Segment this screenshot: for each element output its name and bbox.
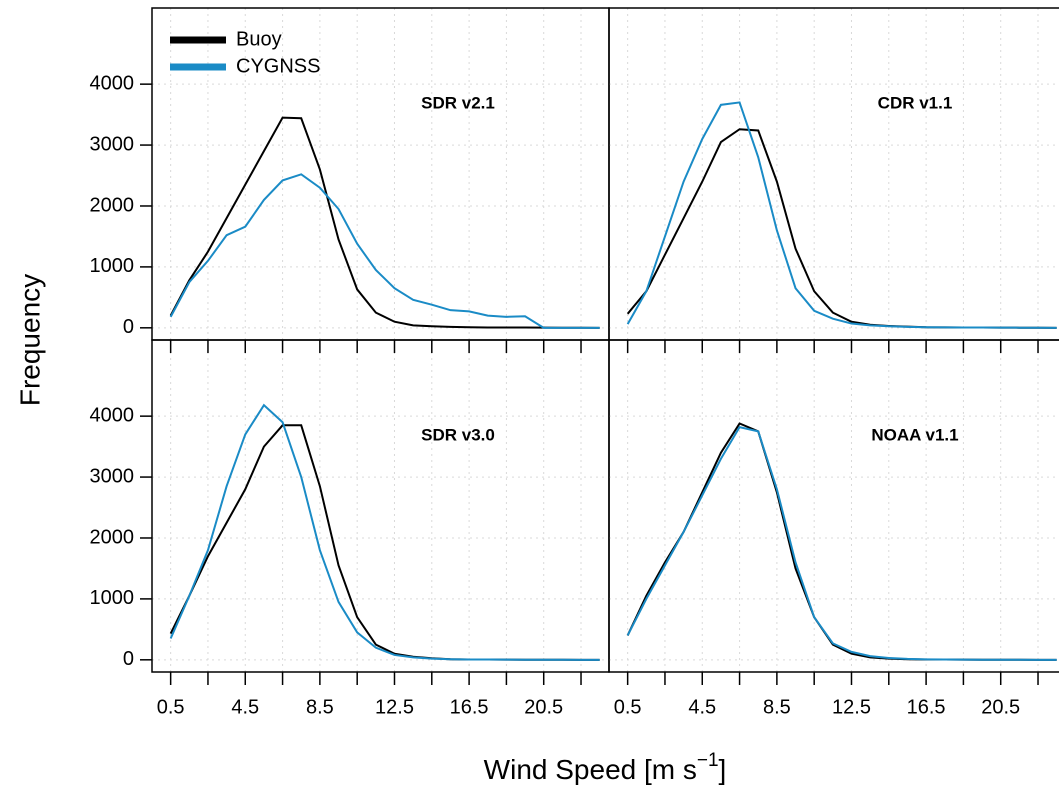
panel-border — [608, 339, 1059, 673]
y-tick-label: 1000 — [90, 255, 135, 277]
panel-label: SDR v2.1 — [421, 93, 495, 112]
x-tick-label: 0.5 — [157, 696, 185, 718]
panel-border — [151, 7, 610, 341]
x-tick-label: 20.5 — [524, 696, 563, 718]
y-tick-label: 2000 — [90, 194, 135, 216]
y-tick-label: 4000 — [90, 72, 135, 94]
x-axis-label-text: Wind Speed [m s — [484, 754, 697, 785]
x-tick-label: 20.5 — [981, 696, 1020, 718]
x-tick-label: 16.5 — [450, 696, 489, 718]
y-tick-label: 3000 — [90, 133, 135, 155]
series-line — [626, 101, 1057, 329]
series-line — [169, 173, 600, 329]
panel-label: SDR v3.0 — [421, 425, 495, 444]
x-tick-label: 4.5 — [688, 696, 716, 718]
x-tick-label: 16.5 — [907, 696, 946, 718]
panel-label: NOAA v1.1 — [871, 425, 958, 444]
panel — [609, 340, 1059, 672]
y-tick-label: 4000 — [90, 404, 135, 426]
x-axis-label: Wind Speed [m s−1] — [484, 750, 727, 785]
y-tick-label: 2000 — [90, 526, 135, 548]
y-axis-label: Frequency — [14, 274, 45, 406]
y-tick-label: 3000 — [90, 465, 135, 487]
legend-label: CYGNSS — [236, 55, 320, 77]
y-tick-label: 0 — [123, 648, 134, 670]
series-line — [169, 403, 600, 661]
x-tick-label: 8.5 — [763, 696, 791, 718]
x-tick-label: 8.5 — [306, 696, 334, 718]
series-line — [169, 116, 600, 329]
panel — [152, 8, 609, 340]
legend-label: Buoy — [236, 28, 282, 50]
x-axis-label-suffix: ] — [719, 754, 727, 785]
series-line — [626, 128, 1057, 329]
panel — [152, 340, 609, 672]
series-line — [626, 422, 1057, 661]
x-tick-label: 4.5 — [231, 696, 259, 718]
x-axis-label-superscript: −1 — [697, 750, 719, 771]
x-tick-label: 12.5 — [375, 696, 414, 718]
x-tick-label: 12.5 — [832, 696, 871, 718]
panel-border — [608, 7, 1059, 341]
panel-label: CDR v1.1 — [878, 93, 953, 112]
x-tick-label: 0.5 — [614, 696, 642, 718]
series-line — [626, 425, 1057, 661]
panel — [609, 8, 1059, 340]
y-tick-label: 0 — [123, 316, 134, 338]
y-tick-label: 1000 — [90, 587, 135, 609]
